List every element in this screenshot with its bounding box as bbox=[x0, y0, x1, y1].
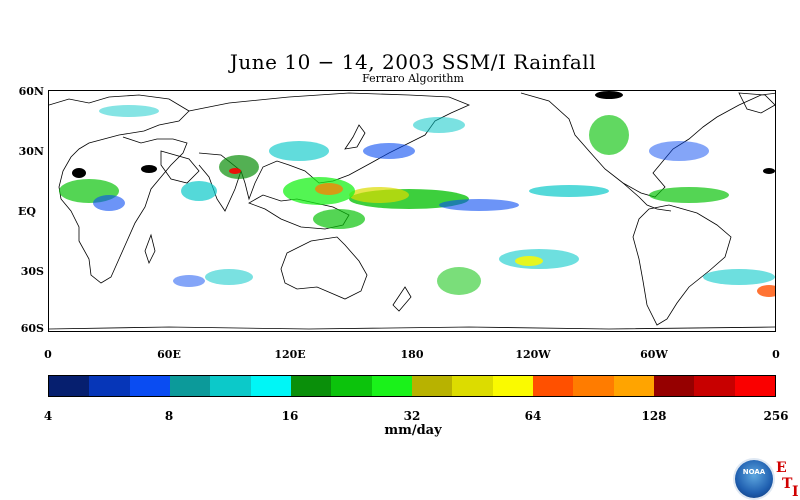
arabia-outline bbox=[160, 150, 200, 184]
rain-blobs bbox=[59, 105, 775, 297]
colorbar-swatch bbox=[210, 376, 251, 396]
lon-label-0: 0 bbox=[44, 348, 52, 361]
colorbar-tick-16: 16 bbox=[281, 409, 299, 423]
japan-outline bbox=[344, 124, 366, 150]
colorbar-swatch bbox=[371, 376, 412, 396]
colorbar-tick-128: 128 bbox=[641, 409, 667, 423]
colorbar-tick-4: 4 bbox=[43, 409, 53, 423]
colorbar-swatch bbox=[290, 376, 332, 396]
colorbar-swatch bbox=[532, 376, 574, 396]
colorbar-swatch bbox=[734, 376, 775, 396]
central-america-outline bbox=[622, 182, 672, 212]
colorbar-tick-8: 8 bbox=[164, 409, 174, 423]
map-title: June 10 − 14, 2003 SSM/I Rainfall bbox=[229, 50, 597, 74]
lat-label-30s: 30S bbox=[20, 265, 44, 278]
lat-label-30n: 30N bbox=[18, 145, 44, 158]
south-america-outline bbox=[632, 204, 732, 326]
corner-letter-t: T bbox=[782, 476, 793, 492]
madagascar-outline bbox=[144, 233, 156, 265]
lon-label-60e: 60E bbox=[157, 348, 181, 361]
noaa-logo: NOAA bbox=[735, 460, 773, 498]
colorbar-tick-256: 256 bbox=[763, 409, 789, 423]
map-canvas bbox=[49, 91, 775, 330]
colorbar-swatch bbox=[49, 376, 90, 396]
lat-label-eq: EQ bbox=[18, 205, 36, 218]
lon-label-60w: 60W bbox=[640, 348, 668, 361]
lat-label-60s: 60S bbox=[20, 322, 44, 335]
units-label: mm/day bbox=[384, 423, 442, 438]
colorbar bbox=[48, 375, 776, 397]
colorbar-swatch bbox=[573, 376, 614, 396]
greenland-outline bbox=[738, 92, 775, 114]
lon-label-120e: 120E bbox=[274, 348, 306, 361]
lakes bbox=[72, 91, 775, 178]
colorbar-tick-32: 32 bbox=[403, 409, 421, 423]
antarctica-outline bbox=[49, 326, 775, 330]
noaa-logo-text: NOAA bbox=[742, 468, 766, 476]
map-subtitle: Ferraro Algorithm bbox=[362, 72, 464, 85]
colorbar-swatch bbox=[411, 376, 453, 396]
continent-outlines bbox=[49, 92, 775, 330]
colorbar-swatch bbox=[694, 376, 735, 396]
europe-africa-outline bbox=[49, 94, 190, 284]
north-america-outline bbox=[520, 92, 775, 198]
lon-label-0-east: 0 bbox=[772, 348, 780, 361]
colorbar-swatch bbox=[250, 376, 291, 396]
colorbar-swatch bbox=[653, 376, 695, 396]
lon-label-180: 180 bbox=[400, 348, 424, 361]
colorbar-swatch bbox=[331, 376, 372, 396]
colorbar-swatch bbox=[89, 376, 130, 396]
india-outline bbox=[198, 152, 242, 212]
australia-outline bbox=[280, 236, 368, 300]
lon-label-120w: 120W bbox=[515, 348, 551, 361]
colorbar-tick-64: 64 bbox=[524, 409, 542, 423]
colorbar-swatch bbox=[452, 376, 493, 396]
lat-label-60n: 60N bbox=[18, 85, 44, 98]
corner-letter-e: E bbox=[776, 460, 787, 476]
colorbar-swatch bbox=[169, 376, 211, 396]
colorbar-swatch bbox=[613, 376, 654, 396]
rainfall-map bbox=[48, 90, 776, 332]
new-zealand-outline bbox=[392, 286, 412, 312]
colorbar-swatch bbox=[129, 376, 170, 396]
corner-letter-i: I bbox=[792, 484, 799, 500]
colorbar-swatch bbox=[492, 376, 533, 396]
